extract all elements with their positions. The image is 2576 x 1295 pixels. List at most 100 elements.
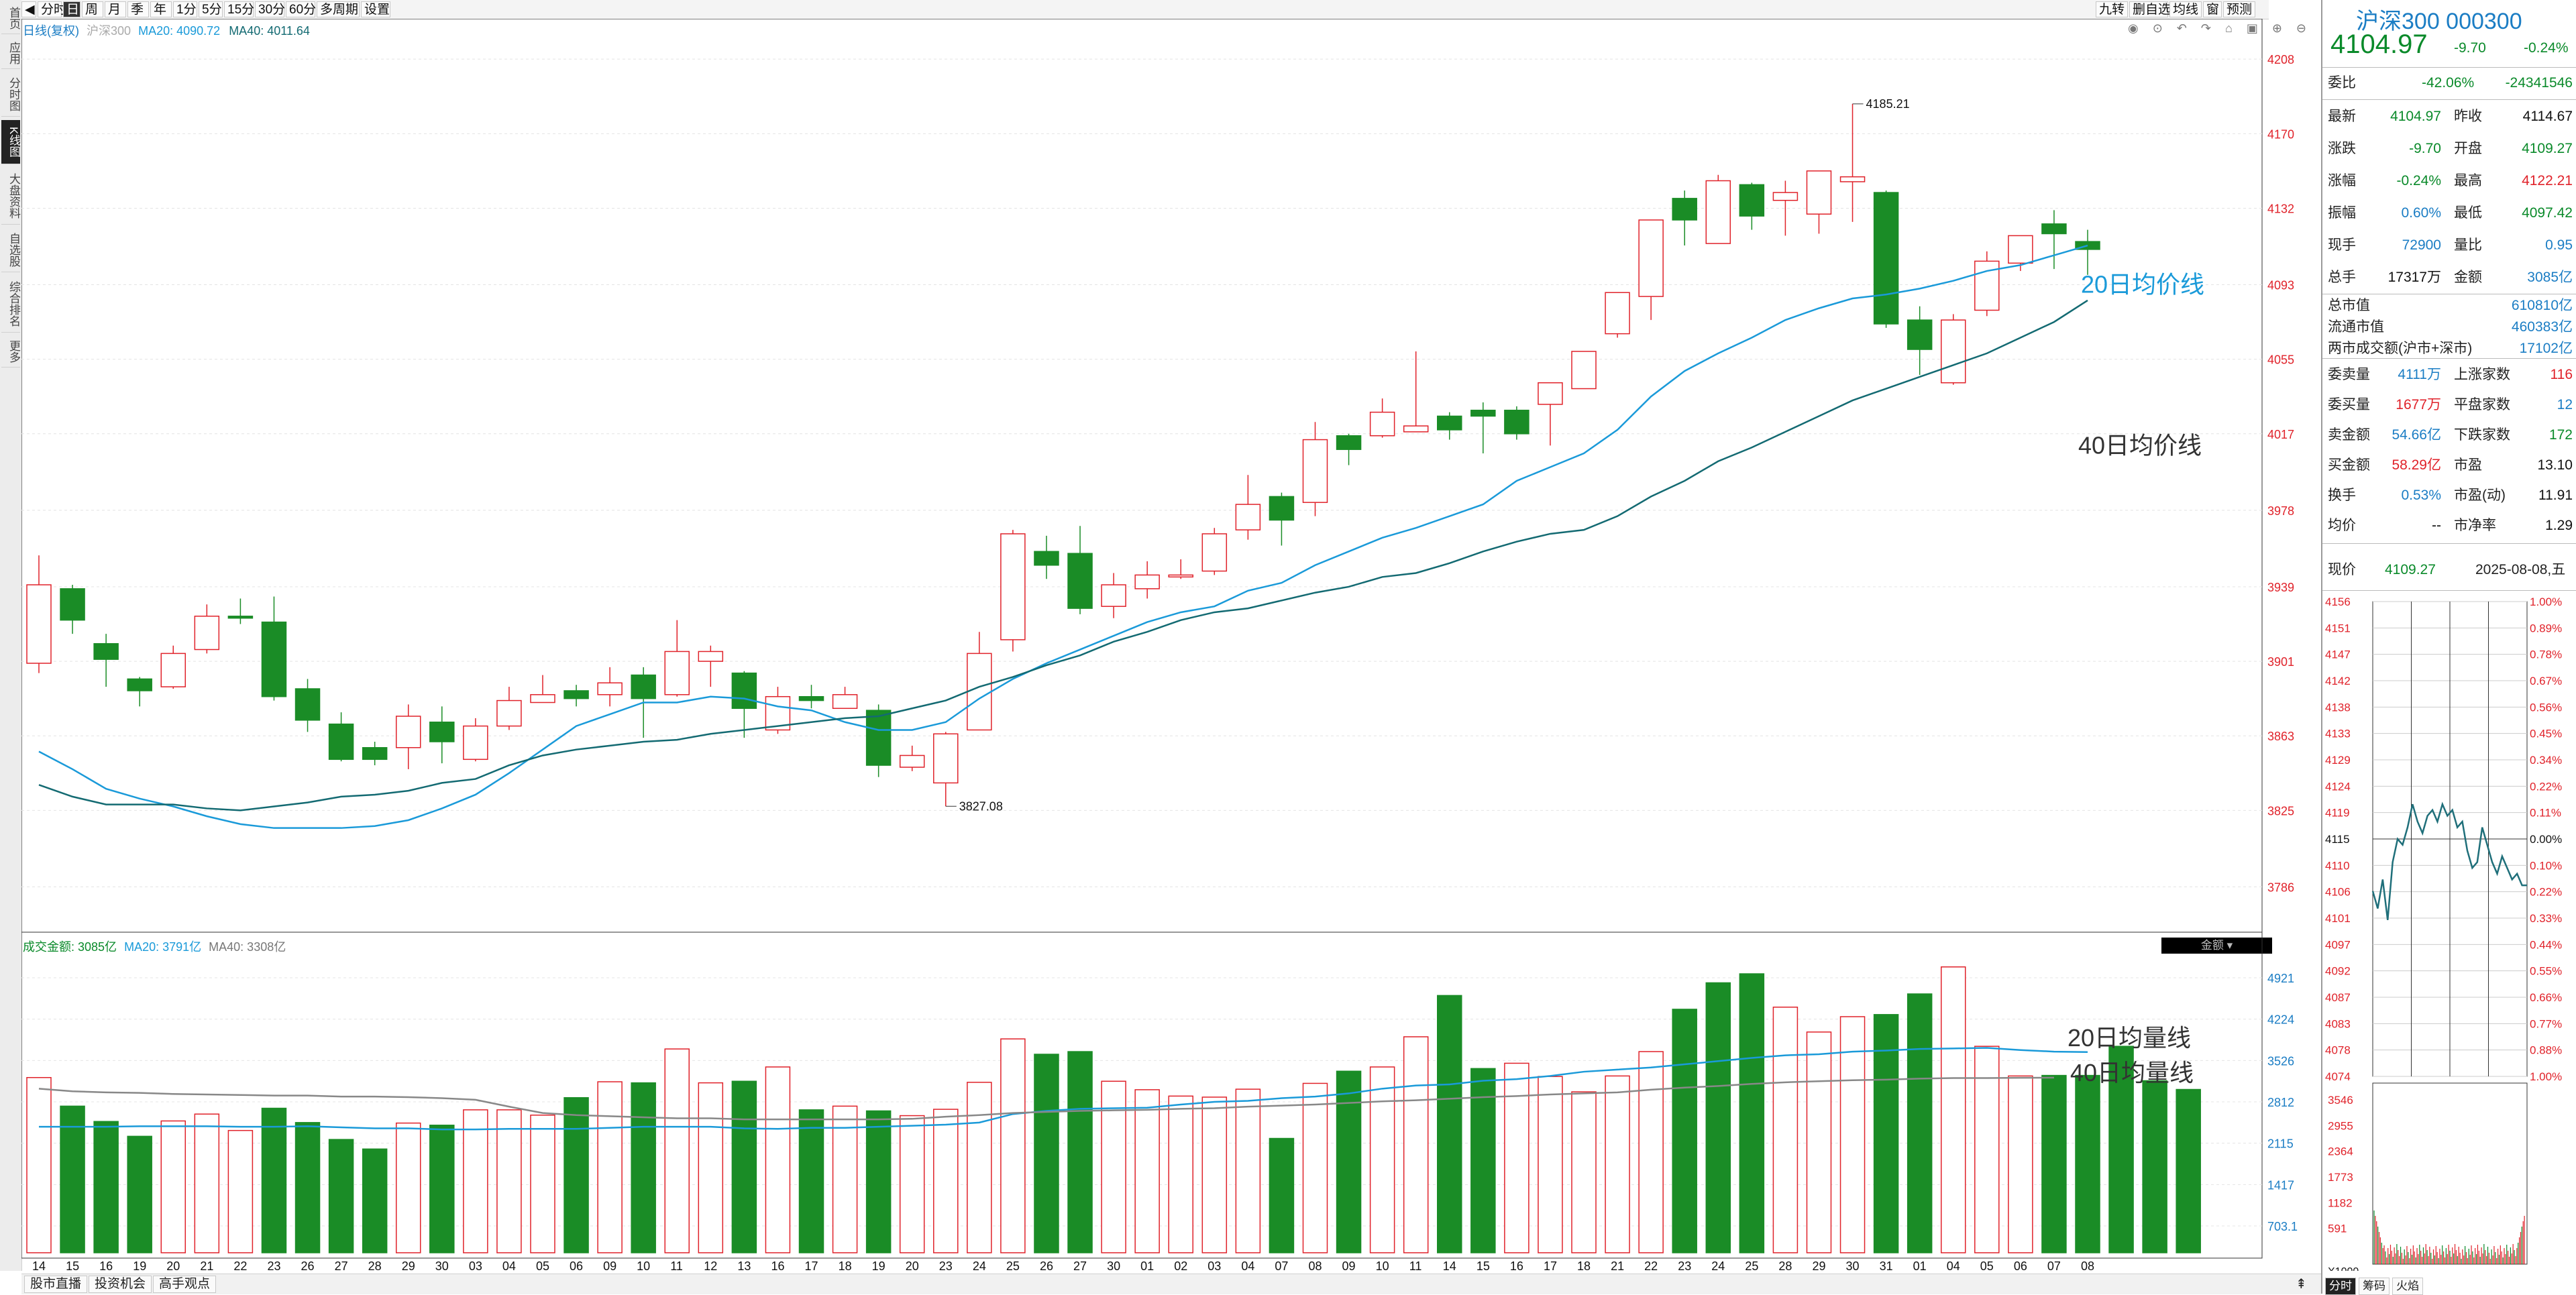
volume-bar — [1437, 995, 1462, 1253]
quote-label: 涨跌 — [2328, 141, 2356, 156]
sidebar-item-4[interactable]: 大盘资料 — [1, 168, 20, 225]
quote-value: 4109.27 — [2522, 141, 2573, 156]
quote-value: -0.24% — [2396, 173, 2441, 188]
period-tab-3[interactable]: 月 — [105, 1, 126, 17]
intraday-mini-chart[interactable]: 4156 1.00% 4151 0.89% 4147 0.78% 4142 0.67% 4138… — [2322, 594, 2576, 1271]
mini-vol-tick: 1773 — [2328, 1171, 2353, 1184]
period-tab-0[interactable]: 分时 — [38, 1, 66, 17]
period-tab-1[interactable]: 日 — [63, 1, 80, 17]
volume-bar — [1571, 1091, 1597, 1253]
volume-bar — [294, 1122, 321, 1253]
bottom-item-live[interactable]: 股市直播 — [24, 1276, 88, 1293]
period-tab-11[interactable]: 多周期 — [317, 1, 360, 17]
period-tab-10[interactable]: 60分 — [286, 1, 316, 17]
volume-bar — [1403, 1036, 1429, 1253]
volume-bar — [2142, 1080, 2167, 1253]
quote-label: 总手 — [2328, 270, 2356, 285]
x-axis-label: 29 — [1812, 1259, 1825, 1272]
toolbar-right-3[interactable]: 窗 — [2203, 1, 2222, 17]
mini-price-tick: 4115 — [2325, 833, 2350, 846]
sidebar-item-7[interactable]: 更多 — [1, 336, 20, 368]
volume-bar — [1772, 1007, 1799, 1253]
kline-chart[interactable]: 日线(复权) 沪深300 MA20: 4090.72 MA40: 4011.64… — [21, 19, 2321, 1272]
left-sidebar: 首页应用分时图 K线图大盘资料自选股综合排名更多 — [0, 0, 22, 1271]
sidebar-item-6[interactable]: 综合排名 — [1, 276, 20, 333]
period-tab-6[interactable]: 1分 — [173, 1, 197, 17]
candle-body — [1504, 409, 1529, 435]
bottom-item-expert[interactable]: 高手观点 — [153, 1276, 217, 1293]
bottom-item-opportunity[interactable]: 投资机会 — [89, 1276, 152, 1293]
candle-body — [496, 699, 522, 727]
quote-value: -9.70 — [2409, 141, 2441, 156]
mini-tab-chouma[interactable]: 筹码 — [2359, 1278, 2390, 1295]
candle-body — [664, 651, 690, 695]
volume-bar — [1269, 1137, 1295, 1253]
candle-body — [1034, 551, 1059, 566]
period-tab-9[interactable]: 30分 — [255, 1, 285, 17]
mini-tab-fenshi[interactable]: 分时 — [2325, 1278, 2356, 1295]
vol-tick-label: 2812 — [2267, 1096, 2294, 1109]
price-tick-label: 4170 — [2267, 127, 2294, 141]
quote-row-5: 总手 17317万 金额 3085亿 — [2328, 262, 2573, 294]
candle-body — [1302, 439, 1328, 503]
vol-metric-badge[interactable]: 金额 ▾ — [2161, 938, 2272, 954]
volume-bar — [1739, 973, 1765, 1253]
candle-body — [1437, 415, 1462, 431]
sidebar-item-3[interactable]: K线图 — [1, 120, 20, 164]
toolbar-right-0[interactable]: 九转 — [2096, 1, 2128, 17]
period-tab-12[interactable]: 设置 — [361, 1, 390, 17]
x-axis-label: 28 — [368, 1259, 382, 1272]
volume-bar — [463, 1109, 488, 1253]
mini-pct-tick: 0.77% — [2530, 1017, 2562, 1030]
candle-body — [93, 643, 119, 660]
x-axis-label: 10 — [637, 1259, 650, 1272]
volume-bar — [227, 1129, 254, 1253]
candle-body — [261, 621, 287, 697]
mini-pct-tick: 0.34% — [2530, 754, 2562, 767]
period-tab-5[interactable]: 年 — [150, 1, 172, 17]
mini-tab-huoyan[interactable]: 火焰 — [2392, 1278, 2423, 1295]
x-axis-label: 17 — [805, 1259, 818, 1272]
toolbar-right-4[interactable]: 预测 — [2223, 1, 2255, 17]
x-axis-label: 20 — [906, 1259, 919, 1272]
stat-label: 市盈 — [2454, 457, 2482, 473]
quote-panel: 沪深300 000300 4104.97 -9.70 -0.24% 委比 -42… — [2321, 0, 2576, 1295]
x-axis-label: 30 — [1107, 1259, 1120, 1272]
period-tab-2[interactable]: 周 — [82, 1, 103, 17]
quote-value: 4122.21 — [2522, 173, 2573, 188]
mini-price-tick: 4156 — [2325, 596, 2351, 608]
period-tab-8[interactable]: 15分 — [224, 1, 254, 17]
mini-pct-tick: 0.55% — [2530, 965, 2562, 978]
x-axis-label: 30 — [435, 1259, 449, 1272]
quote-label: 开盘 — [2454, 141, 2482, 156]
x-axis-label: 21 — [1611, 1259, 1624, 1272]
price-tick-label: 4017 — [2267, 428, 2294, 441]
cap-label: 两市成交额(沪市+深市) — [2328, 341, 2473, 356]
x-axis-label: 05 — [1980, 1259, 1994, 1272]
volume-bar — [631, 1082, 656, 1253]
low-label: 3827.08 — [959, 799, 1003, 813]
index-name: 沪深300 — [87, 24, 131, 38]
period-tab-4[interactable]: 季 — [127, 1, 149, 17]
period-tab-7[interactable]: 5分 — [199, 1, 223, 17]
toolbar-right-1[interactable]: 删自选 — [2129, 1, 2171, 17]
current-price: 4104.97 — [2330, 30, 2428, 59]
x-axis-label: 19 — [872, 1259, 885, 1272]
volume-bar — [1067, 1051, 1093, 1253]
sidebar-item-1[interactable]: 应用 — [1, 38, 20, 69]
candle-body — [395, 716, 421, 748]
toolbar-right-2[interactable]: 均线 — [2169, 1, 2202, 17]
x-axis-label: 01 — [1140, 1259, 1154, 1272]
sidebar-item-2[interactable]: 分时图 — [1, 72, 20, 117]
mini-vol-tick: 591 — [2328, 1223, 2347, 1235]
pin-icon[interactable]: ⇞ — [2296, 1277, 2307, 1292]
collapse-icon[interactable]: ◀ — [21, 1, 36, 17]
quote-value: 72900 — [2402, 237, 2441, 253]
sidebar-item-5[interactable]: 自选股 — [1, 228, 20, 272]
x-axis-label: 04 — [1947, 1259, 1960, 1272]
mini-price-tick: 4083 — [2325, 1017, 2351, 1030]
ma40-line — [38, 299, 2088, 811]
x-axis-label: 18 — [1577, 1259, 1591, 1272]
x-axis-label: 04 — [502, 1259, 516, 1272]
sidebar-item-0[interactable]: 首页 — [1, 3, 20, 34]
